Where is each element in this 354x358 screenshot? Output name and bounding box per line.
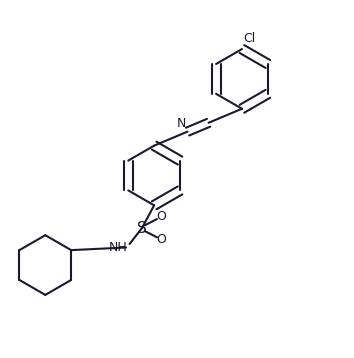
Text: S: S — [137, 221, 147, 236]
Text: O: O — [156, 211, 166, 223]
Text: N: N — [176, 117, 186, 130]
Text: O: O — [156, 233, 166, 246]
Text: NH: NH — [109, 241, 128, 254]
Text: Cl: Cl — [244, 32, 256, 45]
